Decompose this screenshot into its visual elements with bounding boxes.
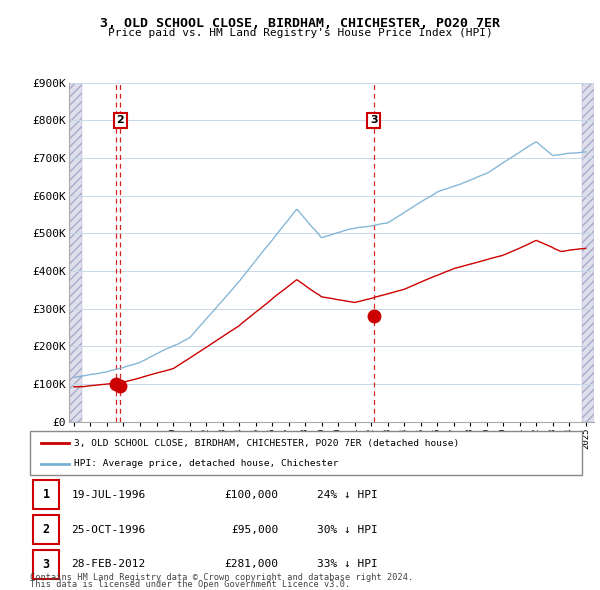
FancyBboxPatch shape [33,550,59,579]
Text: 30% ↓ HPI: 30% ↓ HPI [317,525,378,535]
Text: 3: 3 [370,115,377,125]
Text: Contains HM Land Registry data © Crown copyright and database right 2024.: Contains HM Land Registry data © Crown c… [30,573,413,582]
FancyBboxPatch shape [30,431,582,475]
Text: 3, OLD SCHOOL CLOSE, BIRDHAM, CHICHESTER, PO20 7ER: 3, OLD SCHOOL CLOSE, BIRDHAM, CHICHESTER… [100,17,500,30]
Text: 1: 1 [43,488,50,501]
Text: HPI: Average price, detached house, Chichester: HPI: Average price, detached house, Chic… [74,460,338,468]
Text: 28-FEB-2012: 28-FEB-2012 [71,559,146,569]
Text: 25-OCT-1996: 25-OCT-1996 [71,525,146,535]
Polygon shape [69,83,82,422]
Text: 24% ↓ HPI: 24% ↓ HPI [317,490,378,500]
Text: 33% ↓ HPI: 33% ↓ HPI [317,559,378,569]
Text: Price paid vs. HM Land Registry's House Price Index (HPI): Price paid vs. HM Land Registry's House … [107,28,493,38]
Text: 3, OLD SCHOOL CLOSE, BIRDHAM, CHICHESTER, PO20 7ER (detached house): 3, OLD SCHOOL CLOSE, BIRDHAM, CHICHESTER… [74,438,460,448]
Text: 19-JUL-1996: 19-JUL-1996 [71,490,146,500]
Text: 2: 2 [43,523,50,536]
Text: £95,000: £95,000 [231,525,278,535]
Text: £281,000: £281,000 [224,559,278,569]
FancyBboxPatch shape [33,480,59,509]
FancyBboxPatch shape [33,515,59,544]
Text: 2: 2 [116,115,124,125]
Text: This data is licensed under the Open Government Licence v3.0.: This data is licensed under the Open Gov… [30,580,350,589]
Text: £100,000: £100,000 [224,490,278,500]
Text: 3: 3 [43,558,50,571]
